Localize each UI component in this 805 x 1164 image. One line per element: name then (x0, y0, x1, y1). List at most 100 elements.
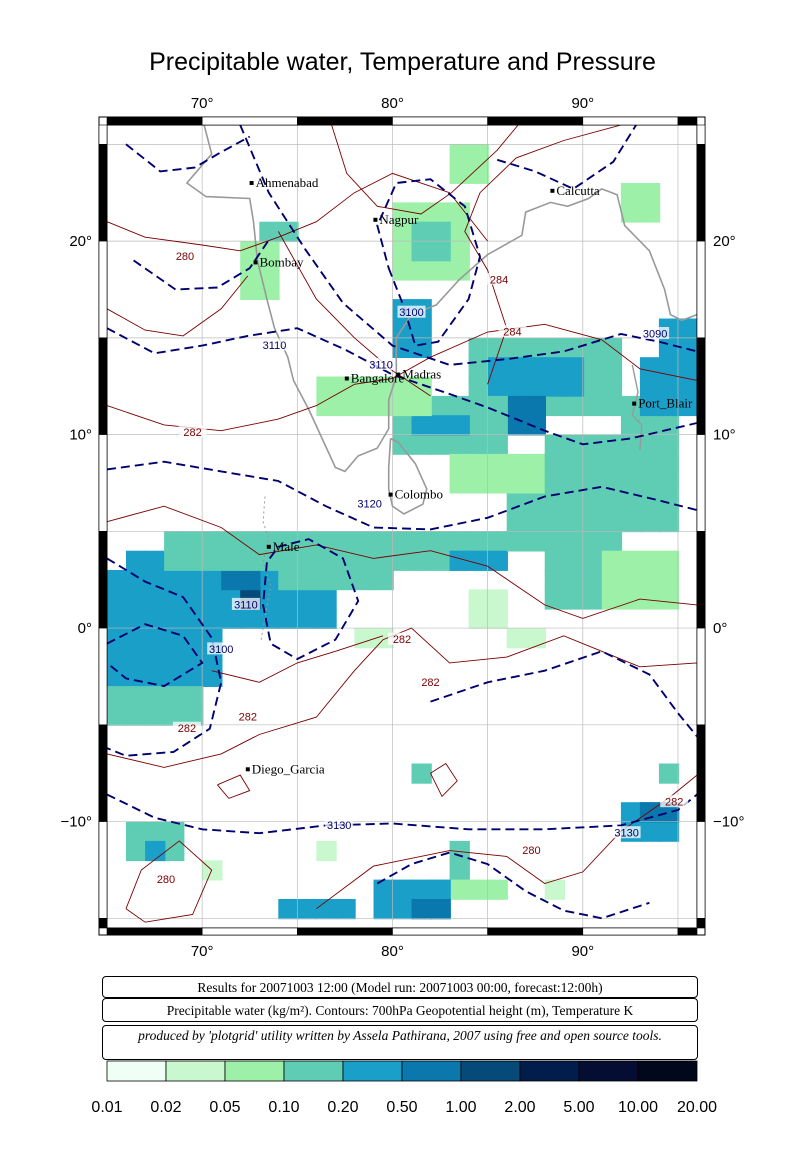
geopotential-isoline (106, 623, 204, 688)
pw-cell (297, 531, 318, 552)
colorbar-swatch (578, 1060, 639, 1082)
pw-cell (164, 666, 185, 687)
pw-cell (392, 879, 413, 900)
pw-cell (639, 453, 661, 475)
pw-cell (411, 415, 432, 436)
pw-cell (620, 492, 642, 513)
pw-cell (354, 570, 375, 591)
geopotential-isoline (262, 538, 360, 661)
contour-label: 282 (393, 634, 411, 646)
pw-cell (183, 705, 204, 726)
contour-label-bg (207, 642, 236, 655)
pw-cell (620, 202, 642, 223)
city-marker (249, 181, 254, 185)
andaman-islands (631, 364, 643, 451)
pw-cell (468, 337, 489, 358)
contour-label: 3110 (263, 340, 287, 352)
pw-cell (639, 415, 661, 436)
pw-cell (164, 608, 185, 629)
pw-cell (487, 415, 508, 436)
pw-cell (639, 821, 661, 842)
contour-label-bg (233, 710, 262, 723)
pw-cell (678, 337, 699, 358)
pw-cell (658, 376, 680, 397)
pw-cell (145, 686, 166, 707)
contour-label-bg (325, 818, 354, 831)
frame-segment-right (696, 724, 706, 822)
frame-segment-left (98, 337, 108, 435)
pw-cell (525, 512, 546, 533)
geopotential-isoline (106, 557, 223, 757)
pw-cell (658, 453, 680, 475)
lat-tick-label-left: 10° (69, 427, 92, 444)
city-label: Calcutta (556, 183, 600, 198)
city-label: Bangalore (351, 371, 405, 386)
pw-cell (658, 570, 680, 591)
pw-cell (297, 570, 318, 591)
pw-cell (316, 608, 337, 629)
pw-cell (487, 337, 508, 358)
pw-cell (487, 879, 508, 900)
pw-cell (430, 899, 451, 920)
pw-cell (639, 376, 661, 397)
pw-cell (468, 415, 489, 436)
pw-cell (468, 434, 489, 455)
pw-cell (259, 279, 280, 300)
pw-cell (601, 395, 623, 417)
pw-cell (145, 628, 166, 649)
lon-tick-label-top: 70° (191, 95, 214, 112)
pw-cell (183, 608, 204, 629)
pw-cell (487, 434, 508, 455)
pw-cell (449, 840, 470, 862)
pw-cell (582, 531, 604, 552)
pw-cell (354, 550, 375, 571)
pw-cell (316, 550, 337, 571)
pw-cell (563, 531, 585, 552)
pw-cell (183, 550, 204, 571)
colorbar-tick-label: 2.00 (504, 1099, 535, 1116)
contour-label: 3100 (209, 644, 233, 656)
pw-cell (411, 550, 432, 571)
pw-cell (392, 376, 413, 397)
pw-cell (164, 647, 185, 668)
pw-cell (582, 589, 604, 610)
pw-cell (126, 705, 147, 726)
pw-cell (468, 531, 489, 552)
frame-segment-bottom (487, 927, 584, 936)
city-marker (396, 372, 401, 377)
variables-info-text: Precipitable water (kg/m²). Contours: 70… (166, 1003, 634, 1018)
pw-cell (430, 550, 451, 571)
city-label: Male (273, 539, 300, 554)
contour-label-bg (178, 425, 207, 438)
contour-label: 3120 (357, 499, 381, 511)
city-marker (266, 544, 271, 549)
pw-cell (449, 260, 470, 281)
pw-cell (392, 550, 413, 571)
pw-cell (544, 512, 565, 533)
pw-cell (278, 550, 299, 571)
frame-segment-right (696, 124, 706, 145)
contour-label: 282 (665, 797, 683, 809)
colorbar-tick-label: 5.00 (563, 1099, 594, 1116)
contour-label-bg (231, 597, 260, 610)
pw-cell (487, 453, 508, 475)
pw-cell (392, 415, 413, 436)
pw-cell (563, 376, 585, 397)
pw-cell (411, 434, 432, 455)
city-label: Diego_Garcia (252, 761, 325, 776)
pw-cell (145, 608, 166, 629)
pw-cell (278, 899, 299, 920)
pw-cell (639, 395, 661, 417)
pw-cell (601, 589, 623, 610)
pw-cell (582, 434, 604, 455)
pw-cell (316, 376, 337, 397)
colorbar-swatch (637, 1060, 698, 1082)
pw-cell (544, 395, 565, 417)
pw-cell (278, 608, 299, 629)
pw-cell (658, 415, 680, 436)
city-label: Nagpur (379, 212, 419, 227)
city-label: Colombo (395, 487, 443, 502)
pw-cell (468, 608, 489, 629)
pw-cell (563, 570, 585, 591)
pw-cell (544, 357, 565, 378)
